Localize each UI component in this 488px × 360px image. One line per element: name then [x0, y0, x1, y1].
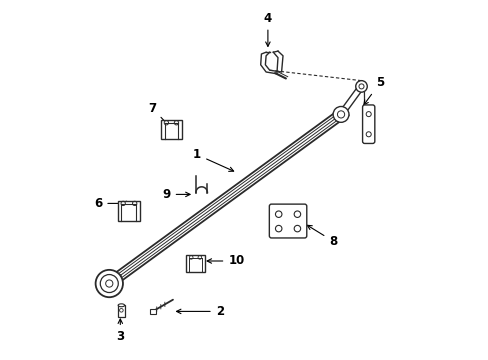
Text: 6: 6: [94, 197, 130, 210]
Ellipse shape: [118, 304, 124, 307]
FancyBboxPatch shape: [269, 204, 306, 238]
Bar: [118, 305, 124, 317]
Text: 3: 3: [116, 319, 124, 343]
Text: 2: 2: [176, 305, 224, 318]
Circle shape: [332, 107, 348, 122]
Circle shape: [96, 270, 122, 297]
Text: 1: 1: [193, 148, 233, 171]
Bar: [161, 120, 182, 139]
Text: 8: 8: [306, 225, 337, 248]
Bar: [149, 309, 155, 314]
Text: 10: 10: [207, 255, 244, 267]
Circle shape: [355, 81, 366, 92]
Bar: [186, 255, 204, 272]
Text: 7: 7: [148, 102, 169, 127]
Text: 5: 5: [363, 76, 384, 105]
Text: 9: 9: [162, 188, 190, 201]
Text: 4: 4: [263, 12, 271, 46]
FancyBboxPatch shape: [362, 105, 374, 143]
Bar: [118, 201, 140, 221]
